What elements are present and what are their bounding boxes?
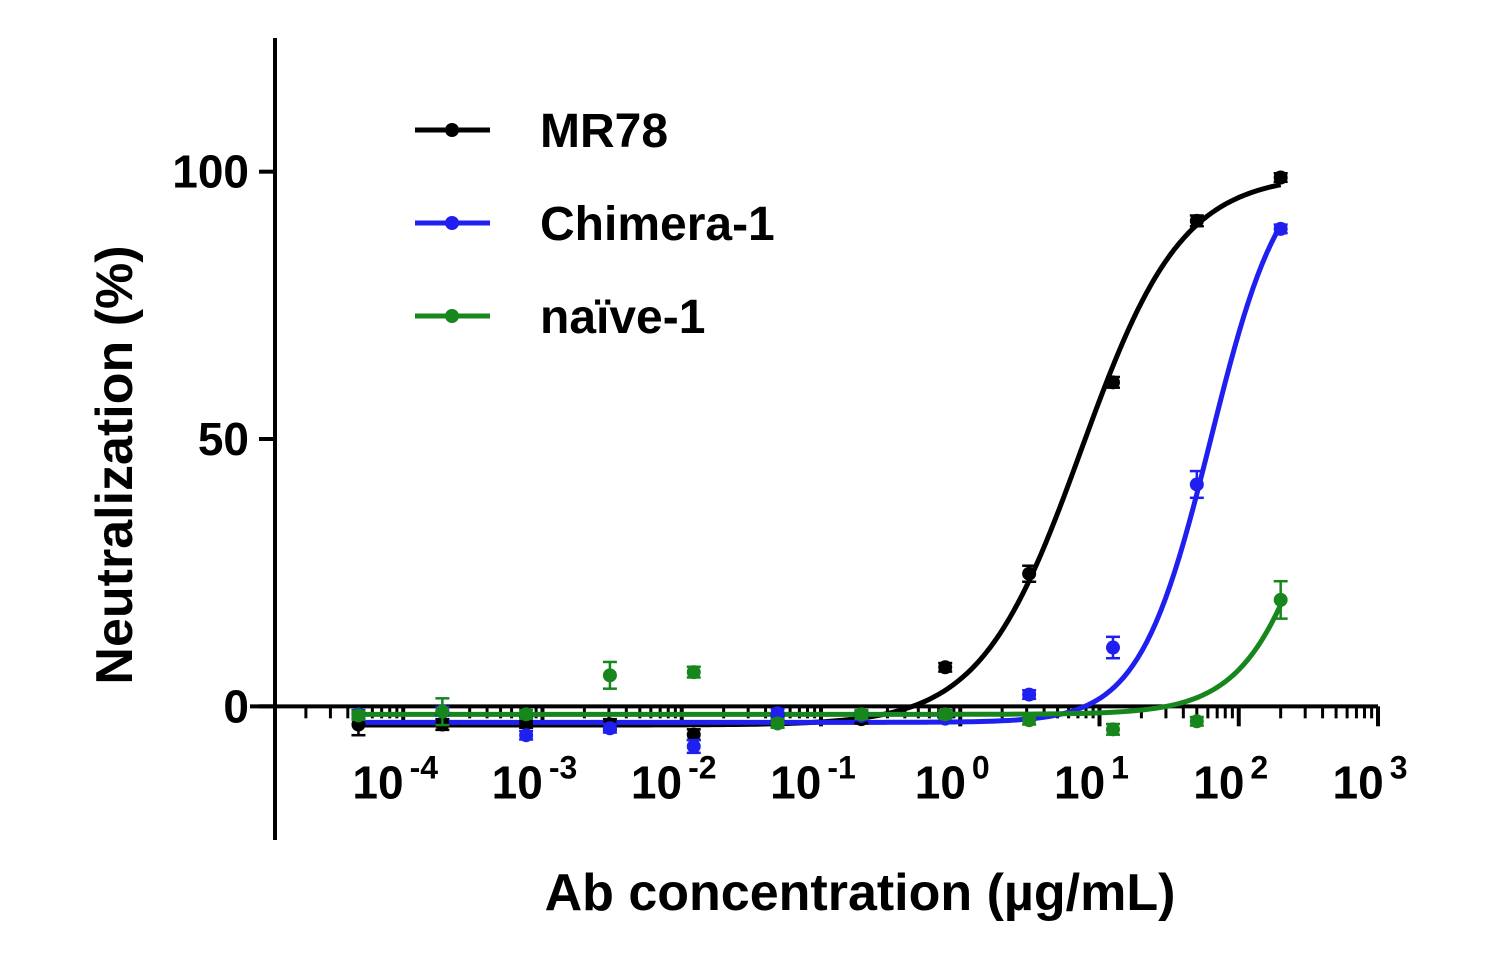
legend-marker xyxy=(445,123,459,137)
data-point xyxy=(770,716,785,731)
data-point xyxy=(938,707,953,722)
data-point xyxy=(938,660,953,675)
data-point xyxy=(519,707,534,722)
data-point xyxy=(1022,566,1037,581)
data-point xyxy=(435,704,450,719)
x-axis-title: Ab concentration (µg/mL) xyxy=(545,864,1176,922)
x-tick-label: 10 1 xyxy=(1054,749,1129,808)
y-axis-title: Neutralization (%) xyxy=(86,245,144,684)
data-point xyxy=(770,706,785,721)
x-tick-label: 10 0 xyxy=(915,749,990,808)
x-tick-label: 10 -3 xyxy=(492,749,578,808)
data-point xyxy=(519,728,534,743)
legend-label: MR78 xyxy=(540,105,668,158)
data-point xyxy=(1273,592,1288,607)
x-tick-label: 10 -4 xyxy=(352,749,438,808)
y-tick-label: 0 xyxy=(223,680,249,732)
data-point xyxy=(686,665,701,680)
y-tick-label: 100 xyxy=(172,146,249,198)
x-tick-label: 10 2 xyxy=(1193,749,1268,808)
data-point xyxy=(1105,375,1120,390)
fit-curve xyxy=(358,182,1282,728)
data-point xyxy=(602,721,617,736)
data-point xyxy=(602,668,617,683)
x-tick-label: 10 3 xyxy=(1333,749,1408,808)
data-point xyxy=(1022,687,1037,702)
data-point xyxy=(1105,722,1120,737)
fit-curve xyxy=(358,224,1283,725)
data-point xyxy=(686,739,701,754)
legend-marker xyxy=(445,309,459,323)
data-point xyxy=(854,707,869,722)
fit-curve xyxy=(358,603,1283,717)
legend-label: Chimera-1 xyxy=(540,198,775,251)
data-point xyxy=(1022,713,1037,728)
x-tick-label: 10 -2 xyxy=(631,749,717,808)
data-point xyxy=(1189,477,1204,492)
data-point xyxy=(1273,221,1288,236)
x-tick-label: 10 -1 xyxy=(770,749,856,808)
data-point xyxy=(1105,640,1120,655)
data-point xyxy=(351,708,366,723)
data-point xyxy=(1189,714,1204,729)
legend-marker xyxy=(445,216,459,230)
legend-label: naïve-1 xyxy=(540,291,705,344)
data-point xyxy=(1273,170,1288,185)
y-tick-label: 50 xyxy=(198,413,249,465)
data-point xyxy=(1189,213,1204,228)
data-point xyxy=(686,727,701,742)
